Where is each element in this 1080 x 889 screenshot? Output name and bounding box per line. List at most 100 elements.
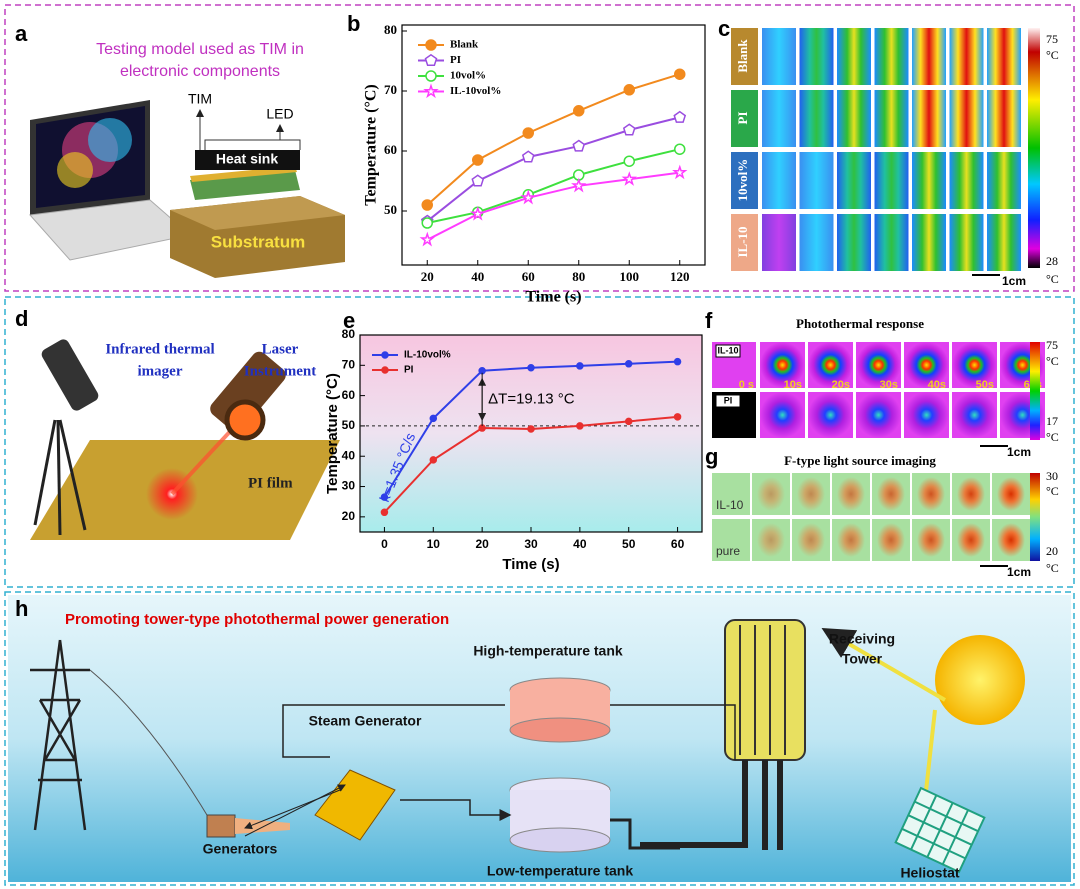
panel-label: g	[705, 444, 718, 469]
x-axis-label: Time (s)	[502, 556, 559, 573]
y-tick-label: 70	[342, 357, 356, 371]
thermal-image	[904, 392, 949, 438]
panel-label: d	[15, 306, 28, 331]
thermal-spot	[797, 523, 825, 557]
thermal-spot	[957, 523, 985, 557]
marker	[673, 357, 682, 366]
y-tick-label: 70	[384, 82, 397, 97]
thermal-image	[874, 152, 909, 209]
row-label: pure	[716, 544, 740, 558]
series-line	[426, 171, 680, 241]
thermal-image	[856, 342, 901, 388]
thermal-image	[762, 28, 796, 85]
label: °C	[1046, 48, 1059, 62]
thermal-spot	[877, 477, 905, 511]
label: PI film	[248, 475, 293, 491]
marker	[470, 206, 486, 221]
dynamic-layer: Blank PI 10vol% IL-10 75 °C 28 °C 1cm IL-10 PI 0 s 1…	[15, 11, 1059, 881]
marker	[623, 155, 635, 167]
tim-illustration	[170, 109, 345, 278]
x-tick-label: 60	[522, 269, 535, 284]
thermal-spot	[797, 477, 825, 511]
x-tick-label: 20	[421, 269, 434, 284]
marker	[576, 362, 584, 370]
marker	[425, 70, 437, 82]
label: 1cm	[1007, 445, 1031, 459]
legend-label: PI	[404, 365, 414, 376]
x-tick-label: 40	[573, 537, 587, 551]
thermal-image	[949, 152, 984, 209]
label-tag	[715, 394, 741, 408]
thermal-spot	[757, 477, 785, 511]
thermal-image	[799, 152, 834, 209]
title: Testing model used as TIM in	[96, 41, 304, 58]
thermal-image	[837, 152, 871, 209]
thermal-image	[874, 90, 909, 147]
laptop-illustration	[28, 100, 196, 261]
x-axis-label: Time (s)	[525, 289, 581, 306]
x-tick-label: 20	[475, 537, 489, 551]
thermal-image	[762, 90, 796, 147]
thermal-spot	[997, 523, 1025, 557]
power-plant-illustration	[30, 619, 1025, 874]
x-tick-label: 40	[471, 269, 484, 284]
y-axis-label: Temperature (°C)	[324, 373, 341, 494]
time-label: 10s	[784, 379, 802, 391]
colorbar	[1030, 473, 1040, 561]
label: Steam Generator	[309, 713, 422, 729]
thermal-spot	[997, 477, 1025, 511]
thermal-image	[837, 90, 871, 147]
marker	[421, 199, 433, 211]
time-label: 30s	[880, 379, 898, 391]
marker	[624, 417, 633, 426]
row-label-box	[731, 214, 758, 271]
x-tick-label: 120	[670, 269, 690, 284]
marker	[520, 189, 536, 205]
label: 20	[1046, 544, 1058, 558]
label: °C	[1046, 561, 1059, 575]
legend-label: PI	[450, 54, 461, 66]
row-label-box	[731, 90, 758, 147]
thermal-image	[799, 214, 834, 271]
subtitle: F-type light source imaging	[784, 453, 936, 468]
row-label: Blank	[735, 39, 750, 73]
row-label: IL-10	[716, 498, 744, 512]
thermal-image	[762, 214, 796, 271]
y-tick-label: 30	[342, 479, 356, 493]
legend-label: IL-10vol%	[450, 85, 501, 97]
thermal-image	[837, 28, 871, 85]
legend-label: IL-10vol%	[404, 350, 451, 361]
thermal-image	[912, 152, 946, 209]
panel-label: h	[15, 596, 28, 621]
colorbar	[1028, 28, 1040, 268]
label: Tower	[842, 651, 883, 667]
marker	[624, 360, 633, 368]
time-label: 20s	[832, 379, 850, 391]
label-tag	[715, 344, 741, 358]
label: Generators	[203, 841, 278, 857]
subtitle: Photothermal response	[796, 316, 924, 331]
marker	[622, 123, 636, 136]
panel-label: c	[718, 16, 730, 41]
plot-frame	[359, 334, 703, 533]
marker	[673, 110, 687, 123]
marker	[429, 414, 438, 423]
label: 1cm	[1007, 565, 1031, 579]
label: 28	[1046, 254, 1058, 268]
series-line	[426, 73, 681, 206]
colorbar	[1030, 342, 1040, 440]
thermal-image	[987, 90, 1021, 147]
y-tick-label: 40	[342, 448, 356, 462]
marker	[673, 413, 682, 421]
marker	[571, 177, 587, 193]
ir-laser-illustration	[30, 339, 340, 540]
marker	[380, 493, 389, 501]
marker	[381, 366, 389, 374]
label: Infrared thermal	[105, 341, 214, 357]
row-label: 10vol%	[735, 159, 750, 202]
label: 75	[1046, 338, 1058, 352]
thermal-image	[949, 28, 984, 85]
row-label-box	[731, 28, 758, 85]
marker	[425, 39, 437, 51]
x-tick-label: 30	[524, 537, 538, 551]
